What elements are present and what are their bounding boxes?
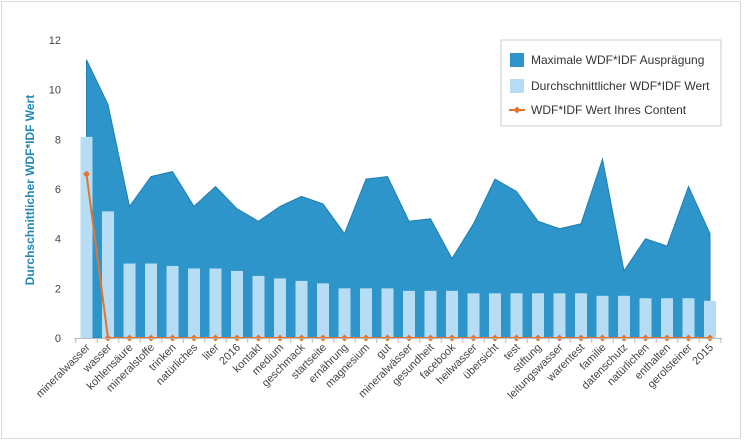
legend[interactable]: Maximale WDF*IDF Ausprägung Durchschnittl… <box>500 39 722 127</box>
x-tick-label: 2015 <box>690 342 716 368</box>
x-tick-label: mineralwasser <box>34 341 93 400</box>
avg-bar <box>446 290 458 338</box>
y-tick-label: 12 <box>49 35 61 47</box>
legend-label: Maximale WDF*IDF Ausprägung <box>531 53 704 67</box>
legend-item-avg[interactable]: Durchschnittlicher WDF*IDF Wert <box>510 79 710 93</box>
avg-bar <box>682 298 695 338</box>
avg-bar <box>166 265 179 338</box>
avg-bar <box>704 300 716 338</box>
legend-swatch <box>510 79 524 93</box>
avg-bar <box>489 293 501 338</box>
y-tick-label: 2 <box>55 283 61 295</box>
y-tick-label: 10 <box>49 85 61 97</box>
avg-bar <box>145 263 157 338</box>
avg-bar <box>424 290 437 338</box>
x-axis: mineralwasserwasserkohlensäuremineralsto… <box>34 338 722 402</box>
legend-item-max[interactable]: Maximale WDF*IDF Ausprägung <box>510 53 704 67</box>
avg-bar <box>317 283 329 338</box>
content-point <box>83 170 90 178</box>
avg-bar <box>338 288 351 338</box>
avg-bar <box>209 268 222 338</box>
y-tick-label: 6 <box>55 184 61 196</box>
avg-bar <box>510 293 523 338</box>
legend-label: Durchschnittlicher WDF*IDF Wert <box>531 79 710 93</box>
y-tick-label: 4 <box>55 234 61 246</box>
avg-bar <box>188 268 200 338</box>
y-axis: 0 2 4 6 8 10 12 <box>49 35 61 345</box>
avg-bar <box>80 136 93 338</box>
bar-layer <box>80 136 716 338</box>
y-axis-title: Durchschnittlicher WDF*IDF Wert <box>23 95 37 285</box>
legend-label: WDF*IDF Wert Ihres Content <box>531 103 687 117</box>
avg-bar <box>639 298 652 338</box>
max-area <box>86 59 711 339</box>
avg-bar <box>274 278 286 338</box>
y-tick-label: 0 <box>55 333 61 345</box>
legend-box <box>500 39 722 127</box>
legend-marker <box>513 106 521 114</box>
avg-bar <box>618 295 630 338</box>
legend-item-content[interactable]: WDF*IDF Wert Ihres Content <box>509 103 687 117</box>
avg-bar <box>381 288 394 338</box>
avg-bar <box>295 280 308 338</box>
avg-bar <box>596 295 609 338</box>
avg-bar <box>661 298 673 338</box>
avg-bar <box>532 293 544 338</box>
avg-bar <box>252 275 265 338</box>
avg-bar <box>123 263 136 338</box>
avg-bar <box>553 293 566 338</box>
avg-bar <box>575 293 587 338</box>
legend-swatch <box>510 53 524 67</box>
y-tick-label: 8 <box>55 134 61 146</box>
avg-bar <box>403 290 415 338</box>
avg-bar <box>360 288 372 338</box>
avg-bar <box>231 270 243 338</box>
area-layer <box>86 59 711 339</box>
avg-bar <box>467 293 480 338</box>
avg-bar <box>102 211 114 338</box>
